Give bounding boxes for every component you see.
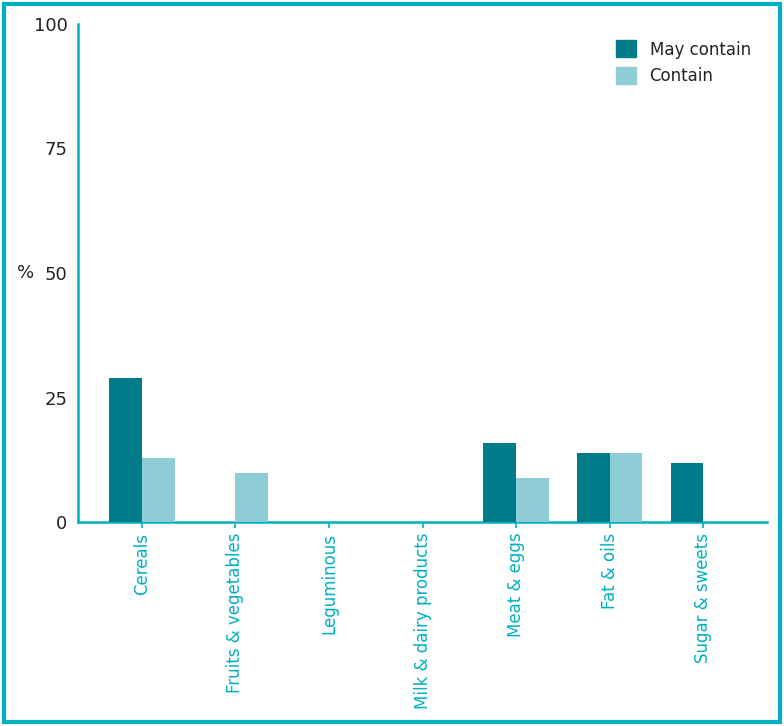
Bar xyxy=(109,378,142,523)
Bar xyxy=(577,452,610,523)
Y-axis label: %: % xyxy=(16,264,34,282)
Bar xyxy=(235,473,268,523)
Bar xyxy=(484,443,516,523)
Bar xyxy=(670,462,703,523)
Bar xyxy=(142,457,175,523)
Legend: May contain, Contain: May contain, Contain xyxy=(608,32,759,94)
Bar xyxy=(610,452,642,523)
Bar xyxy=(516,478,549,523)
